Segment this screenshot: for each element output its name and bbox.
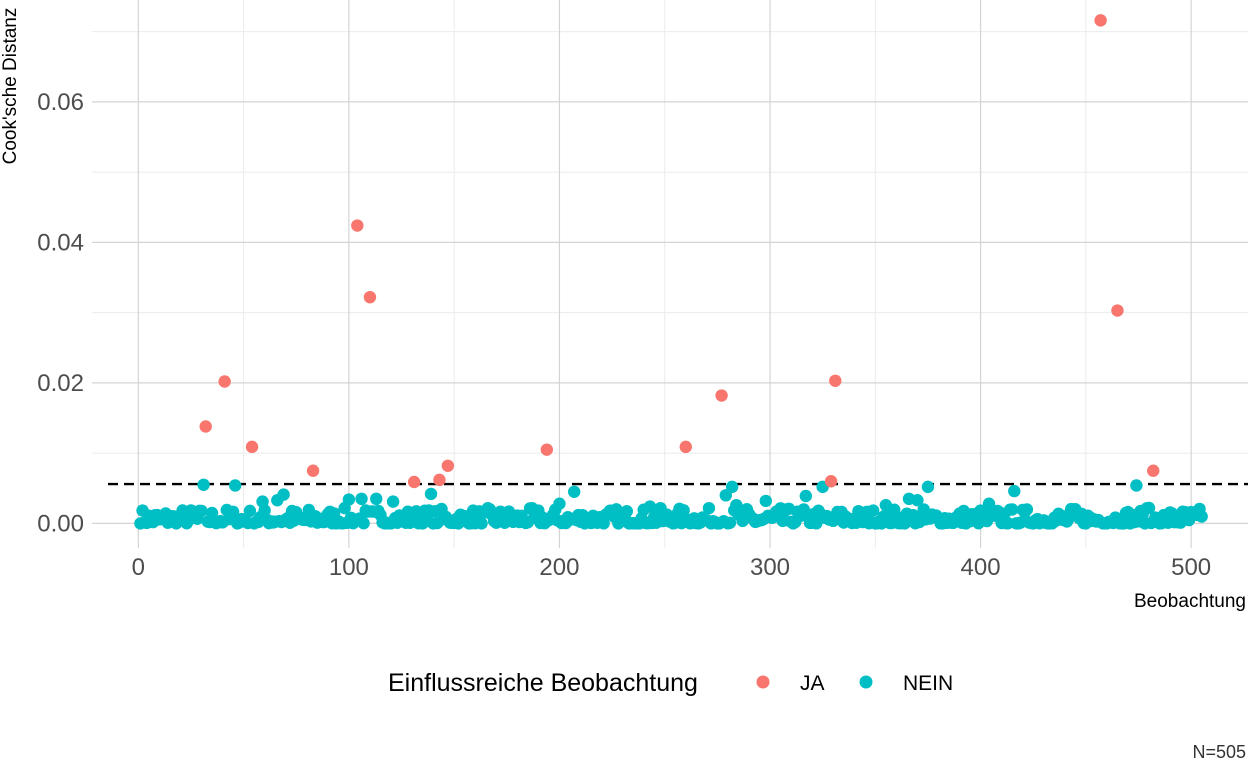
point-nein [730, 498, 743, 512]
point-nein [723, 516, 737, 529]
legend-key-ja [756, 675, 770, 689]
point-nein [355, 492, 368, 506]
point-ja [540, 443, 554, 456]
point-nein [386, 495, 400, 508]
legend-label-ja: JA [800, 672, 825, 695]
x-tick-label: 200 [539, 554, 579, 581]
point-ja [351, 219, 364, 232]
x-tick-labels: 0 100 200 300 400 500 [132, 554, 1212, 581]
point-nein [256, 495, 269, 508]
x-tick-label: 400 [961, 554, 1001, 581]
point-ja [829, 374, 842, 387]
point-nein [799, 489, 813, 503]
point-ja [199, 420, 212, 433]
point-nein [620, 505, 634, 518]
point-nein [1142, 501, 1156, 515]
point-nein [226, 505, 240, 519]
legend: Einflussreiche Beobachtung JA NEIN [388, 669, 953, 697]
point-nein [879, 498, 893, 512]
point-nein [197, 478, 210, 491]
point-nein [553, 497, 566, 510]
point-nein [357, 517, 370, 530]
point-ja [306, 464, 320, 477]
point-nein [277, 488, 290, 501]
point-nein [1195, 510, 1208, 523]
point-ja [1094, 14, 1107, 27]
point-nein [866, 504, 880, 517]
point-nein [702, 501, 716, 515]
point-nein [759, 494, 773, 508]
point-ja [433, 473, 446, 487]
legend-key-nein [859, 675, 873, 689]
x-axis-title: Beobachtung [1134, 591, 1246, 612]
y-axis-title: Cook'sche Distanz [0, 8, 21, 165]
point-ja [1147, 464, 1160, 477]
point-ja [441, 459, 455, 472]
point-nein [228, 479, 242, 492]
point-ja [407, 475, 421, 489]
point-nein [982, 497, 996, 510]
y-tick-label: 0.06 [37, 89, 84, 116]
point-ja [679, 440, 692, 454]
point-ja [1111, 304, 1124, 317]
point-nein [1130, 479, 1143, 492]
point-ja [363, 290, 377, 304]
point-nein [424, 487, 438, 501]
point-nein [342, 493, 356, 506]
y-tick-label: 0.02 [37, 370, 84, 397]
point-nein [719, 489, 732, 502]
point-nein [725, 480, 739, 494]
point-nein [643, 500, 657, 513]
caption: N=505 [1192, 742, 1246, 762]
point-nein [1020, 503, 1034, 516]
point-ja [245, 440, 259, 454]
point-nein [567, 485, 581, 498]
x-tick-label: 100 [329, 554, 369, 581]
point-ja [715, 389, 728, 402]
point-nein [243, 504, 257, 518]
point-nein [677, 504, 690, 517]
point-ja [824, 475, 838, 488]
point-nein [1005, 503, 1019, 516]
point-nein [195, 504, 208, 518]
legend-title: Einflussreiche Beobachtung [388, 669, 698, 697]
point-nein [911, 494, 924, 507]
y-tick-labels: 0.00 0.02 0.04 0.06 [37, 89, 84, 538]
legend-label-nein: NEIN [903, 672, 953, 695]
point-nein [475, 517, 488, 530]
y-tick-label: 0.00 [37, 510, 84, 537]
x-tick-label: 0 [132, 554, 145, 581]
x-tick-label: 300 [750, 554, 790, 581]
point-nein [921, 480, 935, 494]
grid-lines [92, 0, 1248, 548]
point-nein [370, 492, 383, 506]
y-tick-label: 0.04 [37, 229, 84, 256]
point-nein [1008, 484, 1021, 498]
x-tick-label: 500 [1171, 554, 1211, 581]
point-ja [218, 375, 231, 388]
data-points [134, 14, 1208, 530]
